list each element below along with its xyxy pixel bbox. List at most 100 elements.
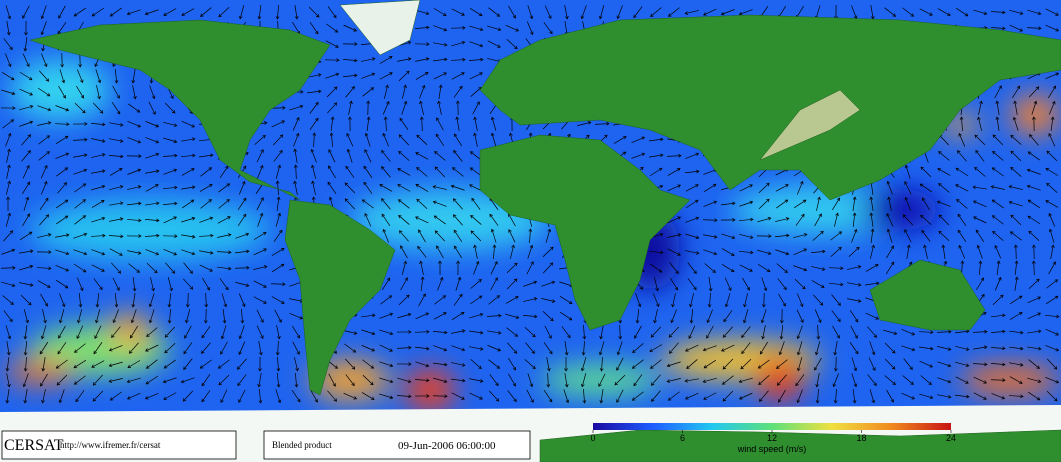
wind-arrow (217, 216, 231, 224)
wind-arrow (379, 344, 393, 352)
arrow-head (852, 212, 857, 216)
wind-arrow (600, 389, 604, 403)
arrow-head (911, 347, 916, 352)
arrow-head (819, 302, 824, 306)
arrow-head (871, 399, 876, 404)
arrow-head (684, 396, 689, 400)
arrow-head (1019, 11, 1024, 15)
arrow-head (875, 264, 879, 268)
wind-arrow (112, 85, 120, 99)
arrow-head (64, 215, 69, 219)
arrow-head (852, 400, 857, 404)
wind-arrow (851, 373, 857, 387)
arrow-head (533, 297, 538, 301)
arrow-head (398, 134, 403, 138)
arrow-head (62, 95, 66, 99)
wind-arrow (21, 181, 31, 195)
arrow-head (296, 351, 300, 355)
arrow-head (1002, 26, 1006, 31)
wind-arrow (564, 341, 568, 355)
wind-arrow (758, 375, 770, 385)
arrow-head (60, 64, 64, 68)
arrow-head (732, 218, 736, 222)
arrow-head (129, 334, 134, 339)
arrow-head (581, 352, 586, 356)
arrow-head (598, 383, 602, 387)
wind-arrow (721, 344, 735, 352)
wind-arrow (22, 5, 30, 19)
wind-arrow (91, 360, 105, 368)
wind-arrow (775, 249, 789, 255)
wind-arrow (1044, 314, 1060, 318)
wind-arrow (1010, 150, 1022, 162)
wind-field (5, 60, 1060, 412)
arrow-head (133, 95, 137, 100)
wind-arrow (237, 197, 247, 211)
arrow-head (1032, 244, 1036, 248)
wind-arrow (832, 325, 840, 339)
arrow-head (145, 348, 149, 352)
wind-arrow (127, 169, 141, 175)
wind-arrow (1026, 27, 1042, 29)
wind-arrow (632, 359, 644, 369)
arrow-head (43, 319, 47, 324)
arrow-head (389, 56, 393, 60)
arrow-head (262, 232, 267, 236)
wind-arrow (379, 361, 393, 367)
wind-arrow (109, 202, 123, 206)
arrow-head (1045, 168, 1050, 172)
wind-arrow (328, 373, 336, 387)
arrow-head (722, 334, 727, 338)
wind-arrow (743, 309, 749, 323)
colorbar-tick-label: 6 (680, 433, 685, 443)
wind-arrow (758, 182, 770, 194)
arrow-head (108, 363, 113, 368)
arrow-head (108, 379, 113, 383)
wind-arrow (128, 103, 140, 113)
arrow-head (311, 180, 315, 185)
wind-arrow (508, 229, 516, 243)
arrow-head (693, 270, 697, 275)
arrow-head (693, 286, 697, 291)
wind-arrow (183, 342, 193, 354)
arrow-head (979, 100, 983, 105)
wind-arrow (703, 359, 717, 369)
wind-arrow (668, 7, 680, 17)
arrow-head (459, 293, 463, 298)
wind-arrow (218, 374, 230, 386)
arrow-head (293, 180, 297, 185)
arrow-head (641, 152, 646, 157)
arrow-head (128, 350, 133, 354)
wind-arrow (450, 59, 466, 61)
wind-arrow (436, 245, 444, 259)
wind-arrow (415, 184, 429, 192)
arrow-head (911, 332, 916, 336)
arrow-head (443, 42, 448, 47)
wind-arrow (1046, 183, 1058, 193)
arrow-head (873, 382, 877, 386)
arrow-head (766, 268, 771, 273)
arrow-head (514, 333, 519, 337)
arrow-head (11, 283, 16, 288)
wind-arrow (291, 390, 301, 402)
arrow-head (7, 132, 12, 137)
arrow-head (407, 40, 412, 45)
arrow-head (1032, 116, 1036, 120)
arrow-head (1048, 133, 1052, 137)
wind-arrow (1045, 72, 1059, 80)
wind-arrow (19, 71, 33, 81)
arrow-head (1046, 150, 1051, 155)
arrow-head (443, 347, 448, 352)
wind-arrow (313, 132, 315, 148)
wind-arrow (1028, 391, 1040, 401)
wind-arrow (1028, 86, 1040, 98)
wind-arrow (277, 356, 279, 372)
wind-arrow (37, 280, 51, 288)
wind-arrow (544, 5, 552, 19)
arrow-head (348, 116, 352, 120)
wind-arrow (95, 69, 101, 83)
wind-arrow (438, 85, 442, 99)
wind-arrow (1009, 9, 1023, 15)
wind-arrow (1009, 295, 1023, 305)
arrow-head (119, 168, 123, 172)
